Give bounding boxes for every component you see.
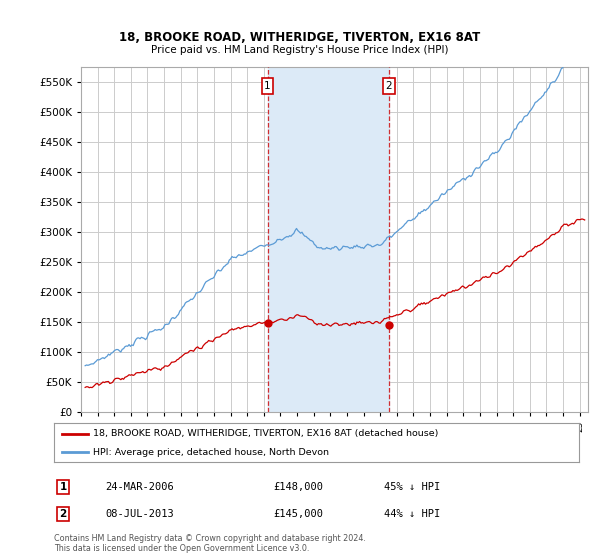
Text: Contains HM Land Registry data © Crown copyright and database right 2024.
This d: Contains HM Land Registry data © Crown c… [54,534,366,553]
Text: 45% ↓ HPI: 45% ↓ HPI [384,482,440,492]
Text: Price paid vs. HM Land Registry's House Price Index (HPI): Price paid vs. HM Land Registry's House … [151,45,449,55]
Text: 08-JUL-2013: 08-JUL-2013 [105,509,174,519]
Text: 1: 1 [264,81,271,91]
Text: 2: 2 [386,81,392,91]
Text: HPI: Average price, detached house, North Devon: HPI: Average price, detached house, Nort… [94,447,329,457]
Text: £145,000: £145,000 [273,509,323,519]
Bar [268,67,389,412]
Text: 24-MAR-2006: 24-MAR-2006 [105,482,174,492]
Text: 18, BROOKE ROAD, WITHERIDGE, TIVERTON, EX16 8AT (detached house): 18, BROOKE ROAD, WITHERIDGE, TIVERTON, E… [94,430,439,438]
Text: 2: 2 [59,509,67,519]
Text: 1: 1 [59,482,67,492]
Text: 18, BROOKE ROAD, WITHERIDGE, TIVERTON, EX16 8AT: 18, BROOKE ROAD, WITHERIDGE, TIVERTON, E… [119,31,481,44]
Text: 44% ↓ HPI: 44% ↓ HPI [384,509,440,519]
Text: £148,000: £148,000 [273,482,323,492]
